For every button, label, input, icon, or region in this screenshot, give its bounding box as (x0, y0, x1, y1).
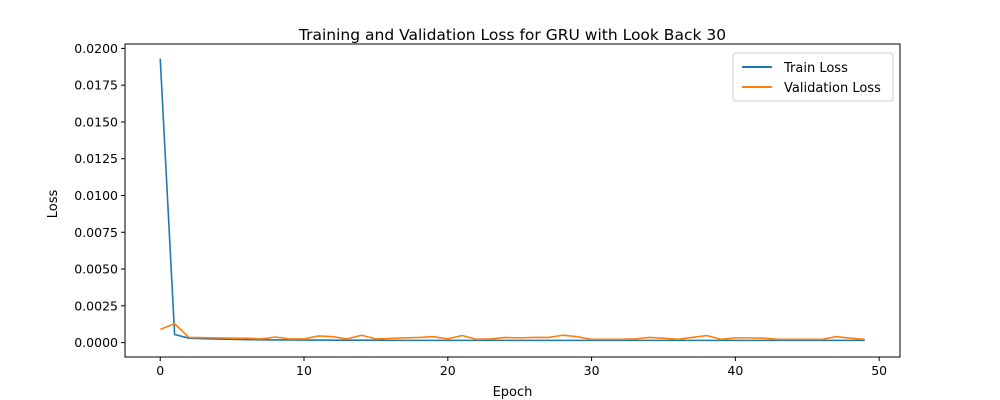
y-tick-label: 0.0075 (74, 225, 118, 240)
legend-label-validation: Validation Loss (784, 81, 881, 96)
y-tick-label: 0.0100 (74, 188, 118, 203)
y-tick-label: 0.0200 (74, 41, 118, 56)
x-axis-label: Epoch (493, 385, 533, 400)
legend-label-train: Train Loss (783, 61, 848, 76)
series-lines (159, 58, 865, 342)
x-tick-label: 40 (727, 363, 743, 378)
y-tick-label: 0.0125 (74, 151, 118, 166)
y-tick-label: 0.0150 (74, 114, 118, 129)
validation-loss-line (159, 322, 865, 341)
legend: Train Loss Validation Loss (732, 52, 894, 102)
x-tick-label: 20 (440, 363, 456, 378)
y-tick-label: 0.0025 (74, 298, 118, 313)
legend-frame (732, 52, 894, 102)
x-tick-label: 10 (296, 363, 312, 378)
y-tick-label: 0.0175 (74, 78, 118, 93)
train-loss-line (159, 58, 865, 342)
y-tick-label: 0.0000 (74, 335, 118, 350)
y-axis-label: Loss (46, 190, 61, 219)
y-tick-label: 0.0050 (74, 262, 118, 277)
chart-title: Training and Validation Loss for GRU wit… (298, 26, 726, 44)
x-tick-label: 0 (156, 363, 164, 378)
x-tick-label: 30 (584, 363, 600, 378)
x-tick-label: 50 (871, 363, 887, 378)
plot-area-frame (124, 43, 901, 358)
axis-ticks: 0 10 20 30 40 50 0.0000 0.0025 0.0050 0.0075 0.010… (74, 41, 887, 378)
